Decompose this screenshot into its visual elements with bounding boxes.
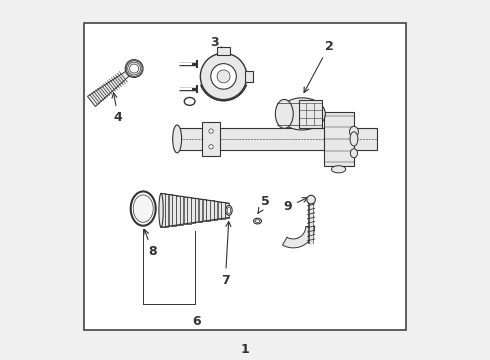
Text: 2: 2 (304, 40, 333, 93)
Ellipse shape (275, 99, 293, 129)
Bar (172, 195, 176, 226)
Bar (184, 197, 187, 224)
Text: 5: 5 (258, 195, 270, 213)
Bar (218, 202, 221, 219)
FancyBboxPatch shape (323, 112, 354, 166)
Ellipse shape (331, 166, 346, 173)
Text: 8: 8 (144, 230, 156, 258)
Ellipse shape (159, 193, 163, 227)
Bar (202, 199, 206, 221)
Bar (210, 201, 214, 220)
Ellipse shape (349, 126, 358, 137)
Ellipse shape (350, 149, 358, 158)
FancyBboxPatch shape (217, 47, 230, 55)
Polygon shape (88, 64, 139, 107)
Ellipse shape (227, 206, 230, 215)
Text: 3: 3 (210, 36, 223, 53)
Bar (188, 197, 191, 224)
Bar (180, 196, 183, 225)
Ellipse shape (255, 220, 260, 222)
Ellipse shape (227, 207, 230, 213)
FancyBboxPatch shape (202, 122, 220, 156)
Circle shape (307, 195, 316, 204)
Bar (206, 200, 210, 221)
Text: 7: 7 (221, 221, 231, 287)
Ellipse shape (227, 207, 231, 213)
Ellipse shape (133, 195, 153, 222)
FancyBboxPatch shape (298, 100, 322, 127)
Ellipse shape (279, 98, 325, 130)
Bar (191, 198, 195, 223)
Text: 9: 9 (284, 198, 307, 213)
Bar (214, 201, 217, 220)
Bar (221, 202, 225, 219)
Circle shape (209, 145, 213, 149)
Circle shape (130, 64, 139, 73)
Circle shape (217, 70, 230, 83)
Ellipse shape (172, 125, 182, 153)
Ellipse shape (226, 205, 232, 215)
Bar (176, 195, 180, 225)
Bar (165, 194, 168, 227)
Bar (195, 198, 198, 222)
Bar (173, 128, 377, 150)
Bar (161, 193, 165, 227)
Text: 4: 4 (112, 93, 122, 124)
Text: 1: 1 (241, 343, 249, 356)
Circle shape (200, 53, 247, 100)
Polygon shape (283, 226, 315, 248)
Text: 6: 6 (193, 315, 201, 328)
FancyBboxPatch shape (245, 71, 253, 82)
Circle shape (211, 64, 236, 89)
Ellipse shape (350, 132, 358, 146)
Ellipse shape (227, 209, 230, 212)
Ellipse shape (253, 218, 262, 224)
Bar (199, 199, 202, 222)
Bar (84, 23, 406, 330)
Bar (169, 194, 172, 226)
Circle shape (125, 60, 143, 77)
Circle shape (209, 129, 213, 133)
Bar (225, 203, 229, 218)
